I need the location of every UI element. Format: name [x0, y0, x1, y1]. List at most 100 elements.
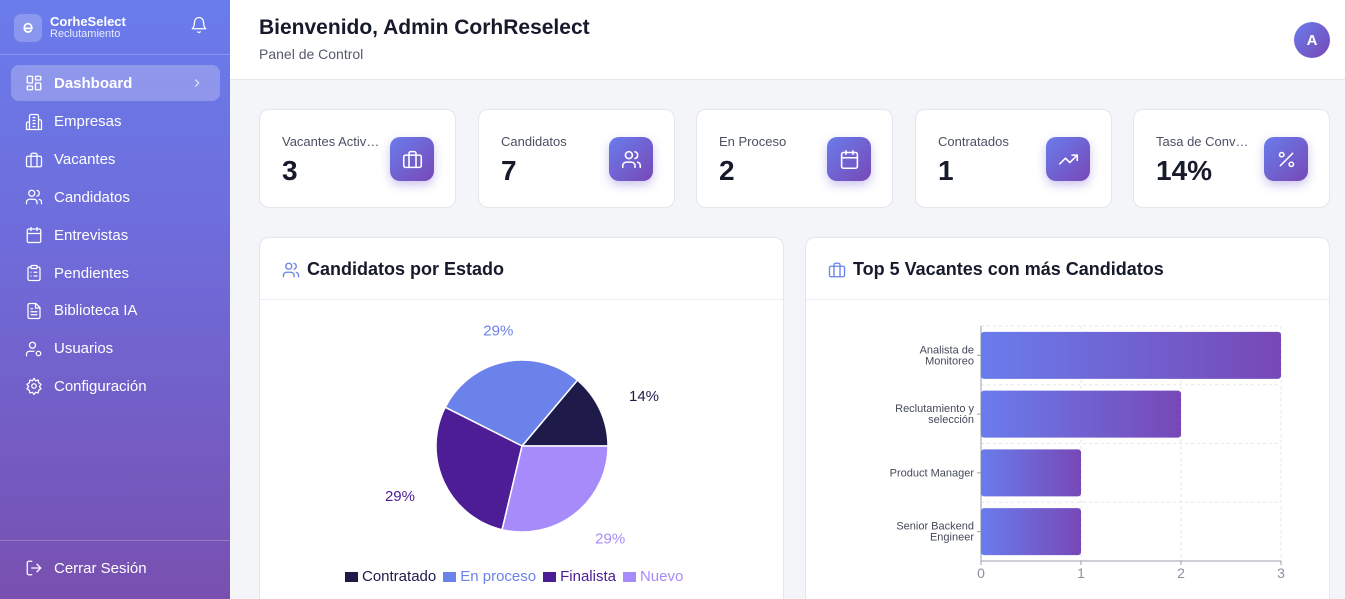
stat-label: Contratados — [938, 134, 1009, 149]
x-tick-label: 3 — [1277, 565, 1285, 581]
calendar-icon — [26, 227, 42, 244]
trending-up-icon — [1046, 137, 1090, 181]
pie-data-label: 29% — [483, 322, 513, 339]
stat-label: Tasa de Conversión — [1156, 134, 1254, 149]
legend-item[interactable]: Nuevo — [622, 568, 684, 585]
stat-card-vacantes: Vacantes Activas 3 — [259, 109, 456, 208]
stat-card-candidatos: Candidatos 7 — [478, 109, 675, 208]
x-tick-label: 0 — [977, 565, 985, 581]
stat-card-tasa-conversion: Tasa de Conversión 14% — [1133, 109, 1330, 208]
pie-chart: 14% 29% 29% 29% — [385, 322, 659, 548]
legend-item[interactable]: En proceso — [443, 568, 536, 585]
bar[interactable] — [981, 390, 1181, 438]
stat-card-contratados: Contratados 1 — [915, 109, 1112, 208]
stat-value: 2 — [719, 155, 735, 186]
logout-label: Cerrar Sesión — [54, 559, 147, 577]
sidebar-item-entrevistas[interactable]: Entrevistas — [11, 216, 220, 254]
legend-swatch — [443, 571, 457, 582]
legend-label: Nuevo — [639, 568, 684, 585]
brand-subtitle: Reclutamiento — [50, 28, 121, 41]
users-icon — [609, 137, 653, 181]
bar[interactable] — [981, 449, 1081, 497]
sidebar-item-pendientes[interactable]: Pendientes — [11, 254, 220, 292]
pie-legend: Contratado En proceso Finalista Nuevo — [345, 568, 690, 585]
x-tick-label: 1 — [1077, 565, 1085, 581]
stat-value: 14% — [1156, 155, 1213, 186]
legend-label: Contratado — [362, 568, 437, 585]
legend-swatch — [622, 571, 636, 582]
sidebar-item-configuracion[interactable]: Configuración — [11, 368, 220, 406]
clipboard-icon — [27, 264, 41, 282]
sidebar-item-biblioteca-ia[interactable]: Biblioteca IA — [11, 292, 220, 330]
sidebar-item-label: Entrevistas — [54, 226, 129, 244]
legend-swatch — [345, 571, 358, 582]
users-icon — [282, 262, 300, 278]
stat-label: En Proceso — [719, 134, 787, 149]
stat-label: Vacantes Activas — [282, 134, 380, 149]
pie-slice[interactable] — [501, 445, 609, 533]
stat-label: Candidatos — [501, 134, 567, 149]
gear-icon — [26, 377, 42, 396]
dashboard-icon — [26, 75, 42, 91]
sidebar-divider — [0, 540, 230, 541]
pie-data-label: 29% — [385, 488, 415, 505]
stat-value: 7 — [501, 155, 517, 186]
pie-data-label: 14% — [629, 388, 659, 405]
legend-swatch — [543, 571, 557, 582]
bar[interactable] — [981, 508, 1081, 556]
stat-card-en-proceso: En Proceso 2 — [696, 109, 893, 208]
panel-title: Top 5 Vacantes con más Candidatos — [853, 259, 1164, 279]
stat-value: 3 — [282, 155, 298, 186]
chevron-right-icon — [194, 79, 200, 87]
stat-value: 1 — [938, 155, 954, 186]
pie-slice[interactable] — [520, 379, 609, 447]
pie-data-label: 29% — [595, 531, 625, 548]
sidebar-item-label: Biblioteca IA — [54, 302, 138, 320]
y-tick-label: Analista de Monitoreo — [920, 344, 974, 367]
page-subtitle: Panel de Control — [259, 46, 364, 62]
x-tick-label: 2 — [1177, 565, 1185, 581]
panel-title: Candidatos por Estado — [307, 259, 505, 279]
logout-button[interactable]: Cerrar Sesión — [25, 559, 147, 577]
top-header: Bienvenido, Admin CorhReselect Panel de … — [230, 0, 1345, 80]
percent-icon — [1264, 137, 1308, 181]
legend-label: En proceso — [460, 568, 537, 585]
y-tick-label: Reclutamiento y selección — [895, 403, 974, 426]
bar[interactable] — [981, 331, 1281, 379]
sidebar: CorheSelect Reclutamiento Dashboard Empr… — [0, 0, 230, 599]
pie-slice[interactable] — [435, 406, 523, 531]
page-title: Bienvenido, Admin CorhReselect — [259, 16, 590, 39]
building-icon — [25, 113, 43, 131]
top-vacantes-panel: Top 5 Vacantes con más Candidatos Analis… — [805, 237, 1330, 599]
users-icon — [25, 190, 43, 205]
sidebar-item-vacantes[interactable]: Vacantes — [11, 141, 220, 179]
bar-chart: Analista de Monitoreo Reclutamiento y selec… — [890, 325, 1285, 581]
briefcase-icon — [390, 137, 434, 181]
brand-logo — [14, 14, 42, 42]
panel-header: Candidatos por Estado — [260, 238, 783, 300]
calendar-icon — [827, 137, 871, 181]
bell-icon[interactable] — [190, 16, 210, 36]
user-cog-icon — [25, 341, 42, 357]
brand-name: CorheSelect — [50, 14, 126, 30]
legend-item[interactable]: Finalista — [543, 568, 616, 585]
briefcase-icon — [828, 262, 846, 278]
legend-item[interactable]: Contratado — [345, 568, 436, 585]
sidebar-item-label: Usuarios — [54, 340, 114, 358]
avatar[interactable]: A — [1294, 22, 1330, 58]
sidebar-item-usuarios[interactable]: Usuarios — [11, 330, 220, 368]
sidebar-item-label: Dashboard — [54, 74, 133, 92]
pie-slice[interactable] — [444, 359, 579, 447]
sidebar-item-label: Vacantes — [54, 151, 116, 169]
sidebar-item-dashboard[interactable]: Dashboard — [11, 65, 220, 101]
brand[interactable]: CorheSelect Reclutamiento — [14, 13, 126, 43]
sidebar-item-label: Pendientes — [54, 264, 130, 282]
candidatos-por-estado-panel: Candidatos por Estado 14% 29% 29% 29% Contr… — [259, 237, 784, 599]
sidebar-item-candidatos[interactable]: Candidatos — [11, 179, 220, 217]
y-tick-label: Senior Backend Engineer — [896, 521, 974, 544]
legend-label: Finalista — [560, 568, 616, 585]
sidebar-item-empresas[interactable]: Empresas — [11, 103, 220, 141]
sidebar-item-label: Configuración — [54, 377, 147, 395]
logout-icon — [26, 560, 42, 576]
sidebar-item-label: Candidatos — [54, 188, 130, 206]
